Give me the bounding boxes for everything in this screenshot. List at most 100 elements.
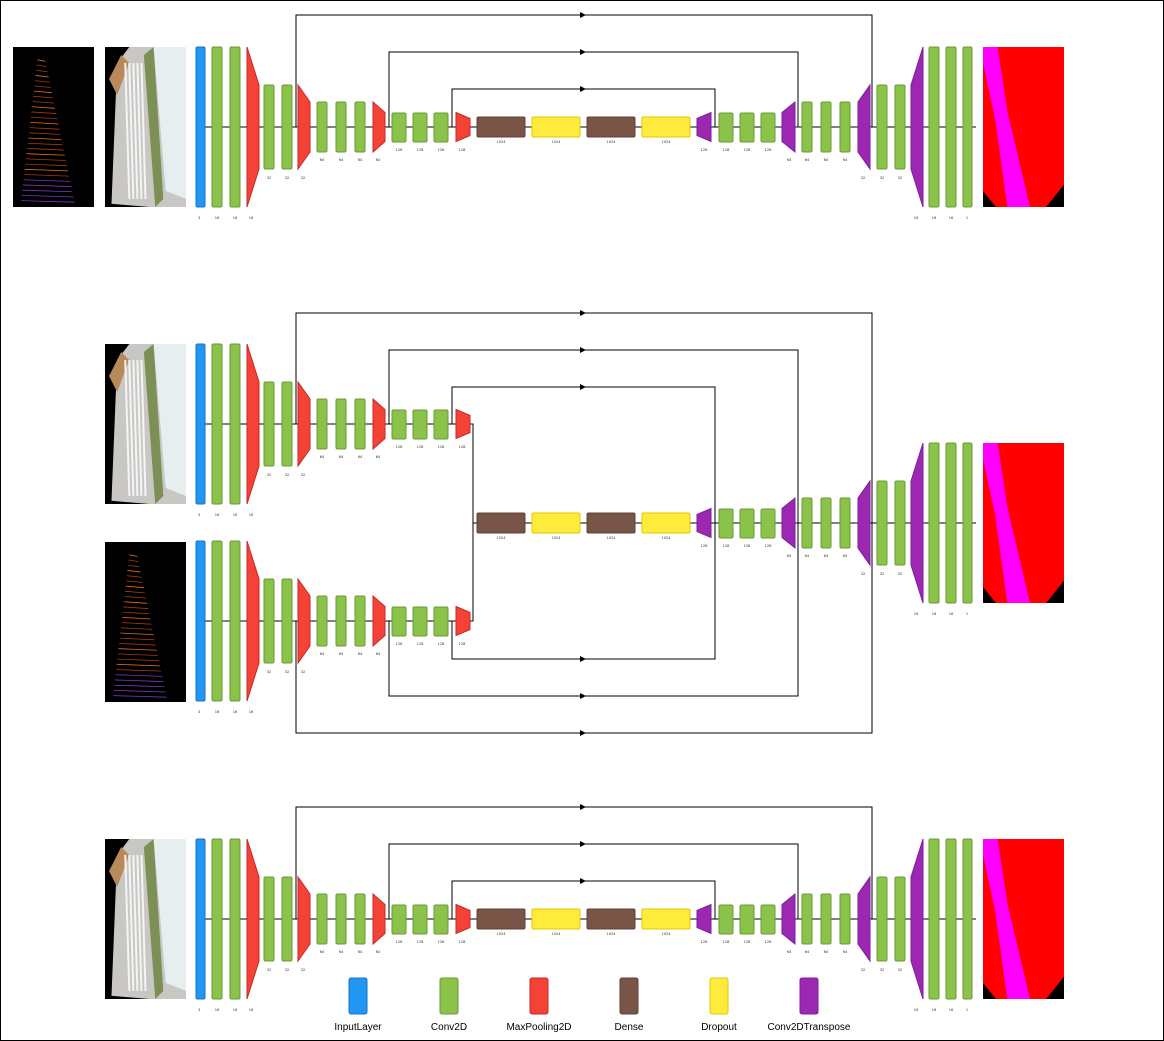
model-2-conv-dec-64a <box>801 497 813 549</box>
layer-size-label: 32 <box>880 176 885 180</box>
model-2-skip-camera-3 <box>451 386 716 523</box>
model-2-dense-1 <box>476 512 526 534</box>
lidar-scan-line <box>122 616 151 620</box>
lidar-scan-line <box>113 695 167 698</box>
lidar-scan-line <box>31 111 57 114</box>
model-2-segmentation-output <box>983 443 1064 603</box>
model-2-conv-dec-64c <box>839 497 851 549</box>
layer-size-label: 1024 <box>606 140 616 144</box>
layer-size-label: 64 <box>787 554 792 558</box>
layer-size-label: 1024 <box>551 536 561 540</box>
legend-swatch-dense <box>619 977 639 1015</box>
model-2-skip-arrowhead-lidar-3 <box>580 656 586 662</box>
model-2-lidar-conv-32a <box>263 578 275 664</box>
legend-label-conv: Conv2D <box>431 1022 467 1033</box>
lidar-scan-line <box>30 121 59 125</box>
layer-size-label: 16 <box>233 710 238 714</box>
model-2-camera-conv-32b <box>281 381 293 467</box>
model-2-conv-dec-128b <box>739 508 755 539</box>
model-3-deconv-16 <box>910 838 924 1000</box>
layer-size-label: 64 <box>320 652 325 656</box>
model-2-lidar-conv-128a <box>391 606 407 637</box>
camera-lane-streak <box>128 854 135 992</box>
model-3-conv-dec-64c <box>839 893 851 945</box>
layer-size-label: 16 <box>215 513 220 517</box>
layer-size-label: 16 <box>249 216 254 220</box>
layer-size-label: 16 <box>215 710 220 714</box>
model-2-lidar-conv-32b <box>281 578 293 664</box>
model-2-camera-conv-16a <box>211 343 223 505</box>
model-3-conv-dec-16a <box>928 838 940 1000</box>
lidar-scan-line <box>35 75 49 78</box>
layer-size-label: 64 <box>843 554 848 558</box>
lidar-scan-line <box>23 179 71 182</box>
legend-swatch-pool <box>529 977 549 1015</box>
layer-size-label: 128 <box>765 544 773 548</box>
model-2-skip-arrowhead-camera-1 <box>580 310 586 316</box>
segmentation-lane-region <box>983 839 1030 999</box>
layer-size-label: 64 <box>805 158 810 162</box>
lidar-scan-line <box>28 132 61 135</box>
model-3-conv-dec-32b <box>894 876 906 962</box>
model-1-conv-128b <box>412 112 428 143</box>
camera-building-patch <box>109 55 130 95</box>
model-3-conv-dec-128b <box>739 904 755 935</box>
legend-swatch-dropout <box>709 977 729 1015</box>
lidar-scan-line <box>24 168 69 172</box>
layer-size-label: 1 <box>966 1008 968 1012</box>
model-2-camera-pool-1 <box>246 343 260 505</box>
model-2-lidar-pool-2 <box>297 577 311 665</box>
camera-lane-streak <box>124 854 131 992</box>
layer-size-label: 32 <box>861 968 866 972</box>
layer-size-label: 32 <box>301 968 306 972</box>
lidar-scan-line <box>121 622 152 625</box>
layer-size-label: 64 <box>824 158 829 162</box>
lidar-scan-line <box>119 643 156 646</box>
lidar-scan-line <box>34 80 50 83</box>
model-3-conv-64a <box>316 893 328 945</box>
layer-size-label: 128 <box>396 940 404 944</box>
layer-size-label: 128 <box>459 642 467 646</box>
layer-size-label: 128 <box>723 940 731 944</box>
lidar-scan-line <box>128 564 140 568</box>
legend: InputLayer Conv2D MaxPooling2D Dense Dropout… <box>334 977 851 1033</box>
model-1-conv-dec-32a <box>876 84 888 170</box>
layer-size-label: 32 <box>285 670 290 674</box>
lidar-scan-line <box>126 575 142 578</box>
model-2-conv-dec-16b <box>945 442 957 604</box>
layer-size-label: 128 <box>723 544 731 548</box>
model-3-conv-dec-128a <box>718 904 734 935</box>
camera-lane-streak <box>136 62 143 200</box>
layer-size-label: 128 <box>417 940 425 944</box>
legend-label-dropout: Dropout <box>701 1022 737 1033</box>
layer-size-label: 1024 <box>661 140 671 144</box>
model-2-lidar-conv-128b <box>412 606 428 637</box>
camera-lane-streak <box>136 359 143 497</box>
model-1-conv-dec-64c <box>839 101 851 153</box>
layer-size-label: 1 <box>966 216 968 220</box>
lidar-scan-line <box>36 64 47 68</box>
model-1-single-lidar-camera: 3 16 16 16 32 32 32 64 64 64 64 128 128 128 128 1024 102… <box>13 12 1064 220</box>
segmentation-corner-right <box>1046 184 1064 207</box>
segmentation-corner-left <box>983 587 996 603</box>
model-2-lidar-conv-64a <box>316 595 328 647</box>
lidar-scan-line <box>25 158 66 161</box>
layer-size-label: 1 <box>966 612 968 616</box>
layer-size-label: 32 <box>301 473 306 477</box>
lidar-scan-line <box>125 590 145 594</box>
layer-size-label: 32 <box>861 176 866 180</box>
model-3-camera-input-image <box>105 839 186 999</box>
layer-size-label: 128 <box>438 148 446 152</box>
layer-size-label: 128 <box>396 148 404 152</box>
model-1-conv-32b <box>281 84 293 170</box>
model-3-conv-dec-64b <box>820 893 832 945</box>
lidar-image-background <box>105 542 186 702</box>
layer-size-label: 128 <box>744 148 752 152</box>
model-3-single-camera: 3 16 16 16 32 32 32 64 64 64 64 128 128 128 128 1024 102… <box>105 804 1064 1012</box>
layer-size-label: 32 <box>267 473 272 477</box>
camera-lane-streak <box>124 62 131 200</box>
model-2-camera-conv-128c <box>433 409 449 440</box>
layer-size-label: 64 <box>376 652 381 656</box>
lidar-scan-line <box>33 90 52 94</box>
model-1-camera-input-image <box>105 47 186 207</box>
